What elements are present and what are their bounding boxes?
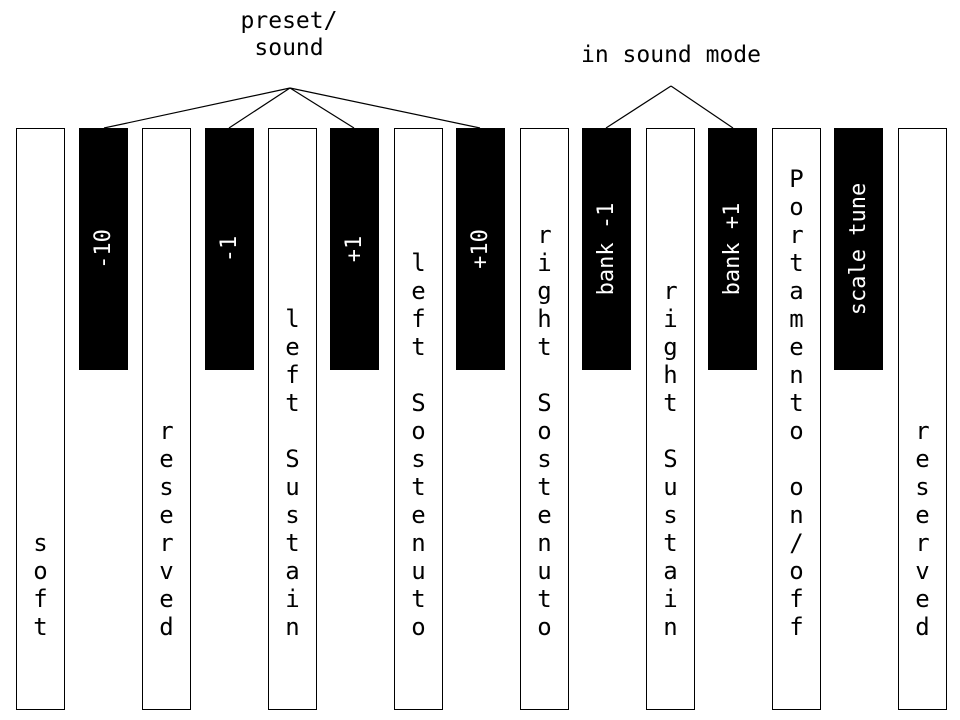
black-key-plus-1[interactable]: +1 — [330, 128, 379, 370]
connector-sound-bank-minus1 — [605, 85, 672, 129]
black-key-minus-1[interactable]: -1 — [205, 128, 254, 370]
connector-preset-plus10 — [289, 87, 481, 129]
black-key-label: +10 — [467, 229, 493, 269]
black-key-label: bank -1 — [593, 202, 619, 296]
black-key-label: scale tune — [845, 182, 871, 316]
connector-preset-minus1 — [228, 87, 291, 129]
black-key-bank-plus-1[interactable]: bank +1 — [708, 128, 757, 370]
sound-mode-group-label: in sound mode — [580, 42, 761, 68]
black-key-scale-tune[interactable]: scale tune — [834, 128, 883, 370]
black-key-label: -10 — [90, 229, 116, 269]
connector-preset-plus1 — [289, 87, 355, 129]
black-key-minus-10[interactable]: -10 — [79, 128, 128, 370]
black-key-label: -1 — [216, 235, 242, 263]
connector-preset-minus10 — [103, 87, 291, 129]
black-key-plus-10[interactable]: +10 — [456, 128, 505, 370]
black-key-label: +1 — [341, 235, 367, 263]
connector-sound-bank-plus1 — [670, 85, 734, 129]
preset-sound-group-label: preset/ sound — [240, 8, 338, 61]
black-key-label: bank +1 — [719, 202, 745, 296]
black-key-bank-minus-1[interactable]: bank -1 — [582, 128, 631, 370]
